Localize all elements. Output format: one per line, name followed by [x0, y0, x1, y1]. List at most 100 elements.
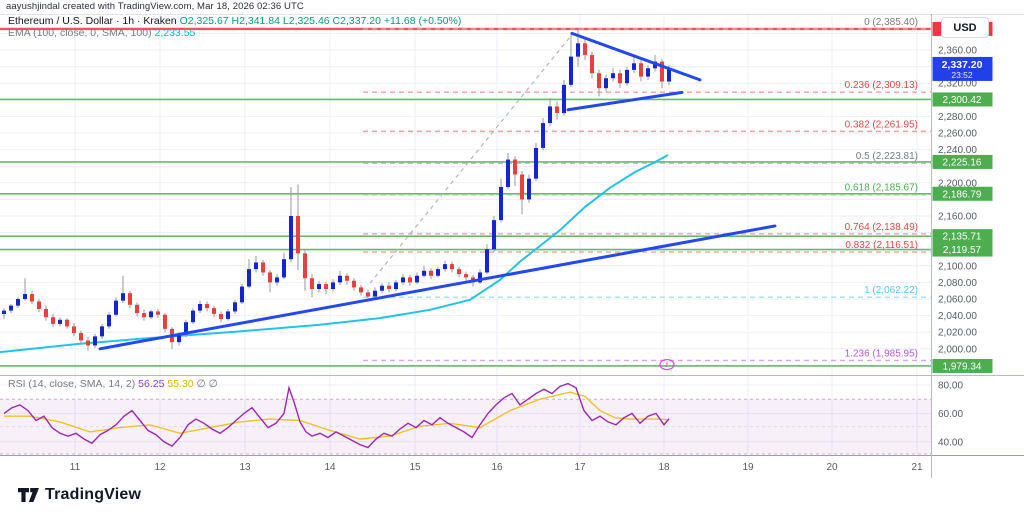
ema-label: EMA (100, close, 0, SMA, 100): [8, 27, 152, 39]
candle-up: [443, 264, 447, 270]
candle-up: [254, 262, 258, 270]
chart-canvas[interactable]: 0 (2,385.40) 0.236 (2,309.13) 0.382 (2,261…: [0, 14, 1024, 478]
candle-down: [72, 326, 76, 334]
candle-down: [205, 303, 209, 309]
candle-down: [660, 61, 664, 82]
candle-up: [9, 305, 13, 311]
candle-up: [275, 277, 279, 283]
price-tick: 2,000.00: [938, 344, 977, 355]
price-tick: 2,060.00: [938, 295, 977, 306]
candle-up: [177, 334, 181, 343]
candle-down: [37, 301, 41, 309]
triangle-lower-line: [566, 90, 684, 112]
candle-down: [429, 270, 433, 276]
dashed-projection-line: [369, 33, 574, 284]
candle-up: [233, 302, 237, 312]
candle-up: [499, 186, 503, 221]
candle-down: [618, 73, 622, 84]
support-price-label: [932, 229, 993, 244]
time-tick: 12: [154, 462, 166, 473]
candle-down: [464, 274, 468, 278]
candle-up: [534, 147, 538, 179]
currency-toggle-button[interactable]: USD: [941, 17, 989, 38]
candle-up: [317, 284, 321, 290]
candle-up: [492, 220, 496, 250]
symbol-legend[interactable]: Ethereum / U.S. Dollar · 1h · Kraken O2,…: [8, 15, 461, 27]
candle-down: [408, 277, 412, 283]
candle-down: [156, 311, 160, 315]
candle-down: [366, 292, 370, 297]
candle-up: [380, 285, 384, 291]
price-tick: 2,100.00: [938, 261, 977, 272]
candle-up: [625, 69, 629, 84]
candle-up: [282, 259, 286, 278]
candle-down: [310, 278, 314, 290]
candle-up: [485, 249, 489, 273]
support-price-label: [932, 186, 993, 201]
candle-up: [184, 322, 188, 335]
candle-down: [135, 304, 139, 314]
fib-label: 0.832 (2,116.51): [845, 240, 918, 251]
triangle-upper-line: [570, 31, 702, 82]
fib-label: 0.236 (2,309.13): [845, 80, 918, 91]
rsi-tick: 80.00: [938, 381, 963, 392]
candle-down: [513, 159, 517, 175]
tradingview-brand[interactable]: TradingView: [18, 486, 141, 504]
fib-label: 0.618 (2,185.67): [845, 183, 918, 194]
svg-text:2,119.57: 2,119.57: [943, 245, 982, 256]
candle-up: [569, 56, 573, 85]
candle-up: [611, 73, 615, 79]
time-tick: 13: [239, 462, 251, 473]
watermark: aayushjindal created with TradingView.co…: [6, 1, 304, 12]
frame: [0, 14, 1024, 478]
price-tick: 2,360.00: [938, 46, 977, 57]
candle-down: [387, 285, 391, 290]
candle-up: [289, 216, 293, 260]
candle-down: [583, 43, 587, 55]
candle-up: [114, 300, 118, 315]
candles: [2, 28, 671, 351]
price-axis[interactable]: 2,360.00 2,320.00 2,280.00 2,260.00 2,240.00…: [932, 21, 993, 448]
svg-text:2,300.42: 2,300.42: [943, 95, 982, 106]
candle-up: [548, 106, 552, 124]
time-tick: 18: [658, 462, 670, 473]
time-tick: 16: [491, 462, 503, 473]
rsi-ma-value: 55.30: [167, 378, 194, 390]
time-tick: 21: [911, 462, 923, 473]
time-tick: 20: [826, 462, 838, 473]
support-price-label: [932, 242, 993, 257]
candle-down: [555, 106, 559, 114]
candle-up: [436, 269, 440, 276]
rsi-legend[interactable]: RSI (14, close, SMA, 14, 2) 56.25 55.30 …: [8, 378, 218, 390]
tradingview-logo-icon: [18, 487, 39, 502]
rsi-line: [3, 382, 670, 449]
candle-up: [576, 43, 580, 57]
candle-up: [198, 303, 202, 311]
candle-up: [93, 336, 97, 346]
candle-up: [100, 326, 104, 337]
candle-down: [219, 313, 223, 319]
rsi-tick: 40.00: [938, 437, 963, 448]
candle-down: [128, 293, 132, 305]
candle-up: [667, 68, 671, 82]
fib-anchor-marker: f: [659, 358, 675, 371]
ema-legend[interactable]: EMA (100, close, 0, SMA, 100) 2,233.55: [8, 27, 195, 39]
price-tick: 2,080.00: [938, 278, 977, 289]
candle-up: [646, 68, 650, 77]
price-tick: 2,040.00: [938, 311, 977, 322]
candle-down: [597, 73, 601, 89]
time-axis[interactable]: 11 12 13 14 15 16 17 18 19 20 21: [70, 462, 923, 473]
time-tick: 17: [574, 462, 586, 473]
candle-down: [268, 272, 272, 283]
candle-down: [79, 333, 83, 341]
candle-down: [324, 284, 328, 290]
support-price-label: [932, 358, 993, 373]
price-tick: 2,260.00: [938, 129, 977, 140]
fib-label: 0.764 (2,138.49): [845, 222, 918, 233]
candle-down: [261, 262, 265, 273]
rsi-label: RSI (14, close, SMA, 14, 2): [8, 378, 136, 390]
candle-up: [149, 311, 153, 318]
ema-value: 2,233.55: [154, 27, 196, 39]
fib-label: 0.382 (2,261.95): [845, 119, 918, 130]
price-tick: 2,320.00: [938, 79, 977, 90]
